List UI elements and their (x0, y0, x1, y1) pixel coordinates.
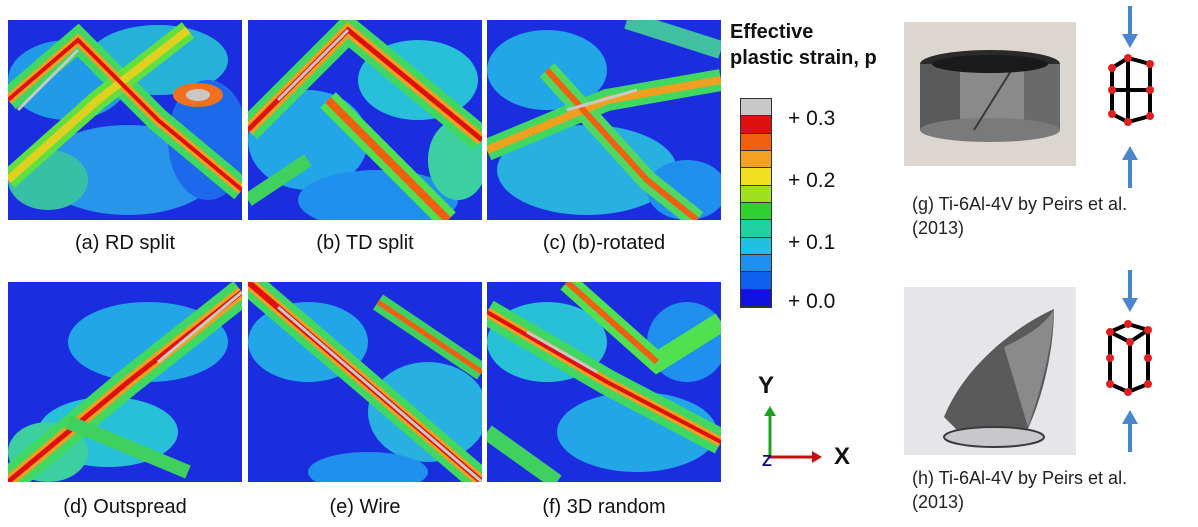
caption-a: (a) RD split (74, 232, 175, 254)
contour-panel-b (248, 20, 482, 220)
color-bar-segment (741, 237, 771, 255)
contour-panel-f (487, 282, 721, 482)
color-bar-segment (741, 185, 771, 203)
photo-caption-g-line1: (g) Ti-6Al-4V by Peirs et al. (912, 194, 1128, 214)
color-bar-segment (741, 254, 771, 273)
hcp-crystal-icon-h (1106, 270, 1152, 452)
specimen-photo-h (904, 287, 1076, 455)
axis-label-z: Z (762, 453, 772, 470)
color-bar-segment (741, 220, 771, 238)
legend-tick-0.0: + 0.0 (788, 290, 836, 313)
caption-f: (f) 3D random (542, 496, 666, 518)
caption-e: (e) Wire (329, 496, 401, 518)
color-bar-segment (741, 116, 771, 134)
color-bar (740, 98, 772, 308)
contour-panel-d (8, 282, 242, 482)
legend-title-line2: plastic strain, p (730, 47, 877, 69)
legend-tick-0.1: + 0.1 (788, 231, 836, 254)
axis-label-y: Y (758, 372, 775, 399)
color-bar-segment (741, 99, 771, 117)
color-bar-segment (741, 150, 771, 169)
caption-b: (b) TD split (316, 232, 414, 254)
photo-caption-h: (h) Ti-6Al-4V by Peirs et al. (2013) (912, 466, 1127, 514)
legend-tick-0.3: + 0.3 (788, 107, 836, 130)
color-bar-segment (741, 289, 771, 307)
photo-caption-g: (g) Ti-6Al-4V by Peirs et al. (2013) (912, 192, 1127, 240)
hcp-crystal-icon-g (1108, 6, 1154, 188)
specimen-photo-g (904, 22, 1076, 166)
color-bar-segment (741, 133, 771, 151)
color-bar-segment (741, 272, 771, 290)
caption-c: (c) (b)-rotated (542, 232, 666, 254)
axis-label-x: X (834, 443, 851, 470)
color-bar-segment (741, 168, 771, 186)
caption-d: (d) Outspread (63, 496, 187, 518)
contour-panel-a (8, 20, 242, 220)
photo-caption-g-line2: (2013) (912, 218, 965, 238)
photo-caption-h-line1: (h) Ti-6Al-4V by Peirs et al. (912, 468, 1128, 488)
legend-title-line1: Effective (730, 21, 814, 43)
contour-panel-e (248, 282, 482, 482)
legend-tick-0.2: + 0.2 (788, 169, 836, 192)
contour-panel-c (487, 20, 721, 220)
axis-triad: Z (762, 406, 822, 470)
color-bar-segment (741, 202, 771, 221)
photo-caption-h-line2: (2013) (912, 492, 965, 512)
